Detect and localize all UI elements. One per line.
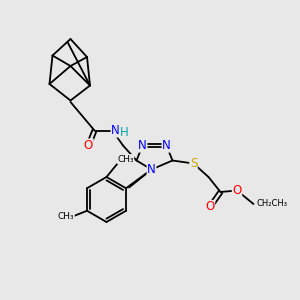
Text: N: N (147, 163, 156, 176)
Text: H: H (119, 125, 128, 139)
Text: O: O (206, 200, 214, 214)
Text: O: O (84, 139, 93, 152)
Text: CH₂CH₃: CH₂CH₃ (256, 200, 287, 208)
Text: N: N (111, 124, 120, 137)
Text: CH₃: CH₃ (58, 212, 74, 221)
Text: O: O (232, 184, 242, 197)
Text: N: N (138, 139, 147, 152)
Text: S: S (190, 157, 197, 170)
Text: CH₃: CH₃ (117, 154, 134, 164)
Text: N: N (162, 139, 171, 152)
